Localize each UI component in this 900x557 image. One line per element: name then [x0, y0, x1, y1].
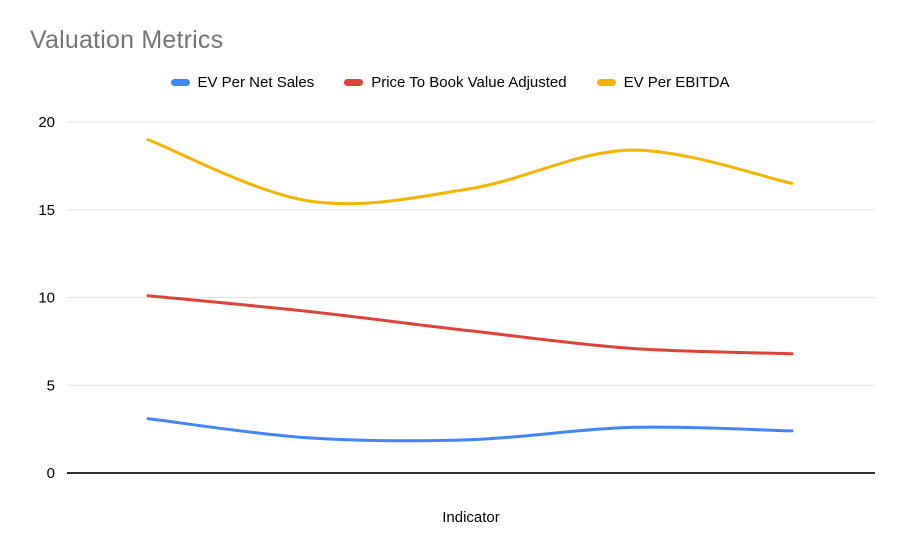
- chart-title: Valuation Metrics: [30, 26, 224, 54]
- series-line-ev-per-ebitda: [146, 138, 794, 206]
- y-tick-label-5: 5: [47, 377, 55, 394]
- legend: EV Per Net Sales Price To Book Value Adju…: [0, 74, 900, 91]
- legend-swatch-icon: [170, 79, 190, 86]
- x-axis-title: Indicator: [442, 509, 500, 526]
- legend-item-ev-per-net-sales: EV Per Net Sales: [170, 74, 315, 91]
- legend-item-price-to-book-value-adjusted: Price To Book Value Adjusted: [344, 74, 567, 91]
- legend-swatch-icon: [596, 79, 616, 86]
- y-tick-label-0: 0: [47, 465, 55, 482]
- y-tick-label-20: 20: [38, 114, 55, 131]
- legend-label: EV Per Net Sales: [197, 74, 315, 91]
- series-line-ev-per-net-sales: [146, 417, 794, 443]
- y-tick-label-15: 15: [38, 202, 55, 219]
- legend-label: Price To Book Value Adjusted: [371, 74, 567, 91]
- y-tick-label-10: 10: [38, 290, 55, 307]
- legend-swatch-icon: [344, 79, 364, 86]
- series-line-price-to-book-value-adjusted: [146, 294, 794, 356]
- legend-item-ev-per-ebitda: EV Per EBITDA: [596, 74, 730, 91]
- legend-label: EV Per EBITDA: [623, 74, 730, 91]
